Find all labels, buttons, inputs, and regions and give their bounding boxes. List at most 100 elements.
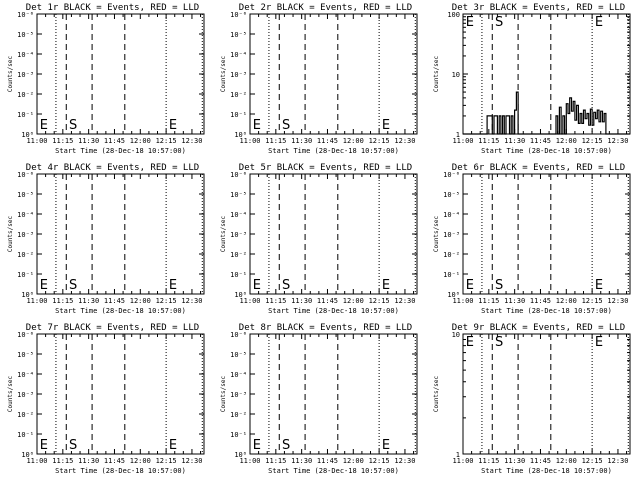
y-tick-label: 10⁻³ xyxy=(17,71,34,79)
x-tick-label: 11:45 xyxy=(317,457,338,465)
x-tick-label: 12:30 xyxy=(181,297,202,305)
y-tick-label: 10⁰ xyxy=(21,451,34,459)
y-tick-label: 10⁻³ xyxy=(230,71,247,79)
det-panel-1: Det 1r BLACK = Events, RED = LLD 10⁰ 10⁻¹ 1… xyxy=(0,0,213,160)
x-tick-label: 11:15 xyxy=(52,297,73,305)
panel-title: Det 3r BLACK = Events, RED = LLD xyxy=(452,3,625,13)
x-tick-label: 11:45 xyxy=(530,297,551,305)
x-tick-label: 11:45 xyxy=(530,137,551,145)
y-tick-label: 10⁻⁵ xyxy=(17,191,34,199)
axes-frame xyxy=(462,173,631,295)
x-tick-label: 11:00 xyxy=(452,137,473,145)
event-marker-s: S xyxy=(69,278,77,293)
x-tick-label: 12:00 xyxy=(556,137,577,145)
y-tick-label: 10⁻⁴ xyxy=(17,211,34,219)
y-tick-label: 10⁻⁶ xyxy=(230,171,247,179)
x-tick-label: 11:15 xyxy=(52,457,73,465)
x-axis-label: Start Time (28-Dec-18 10:57:00) xyxy=(55,307,186,315)
x-tick-label: 11:45 xyxy=(530,457,551,465)
det-panel-3: Det 3r BLACK = Events, RED = LLD 1 10 100 Co… xyxy=(426,0,639,160)
y-tick-label: 10⁻³ xyxy=(230,391,247,399)
event-marker-s: S xyxy=(282,118,290,133)
x-tick-label: 12:00 xyxy=(556,297,577,305)
x-tick-label: 12:00 xyxy=(130,457,151,465)
y-tick-label: 10⁻⁵ xyxy=(443,191,460,199)
det-plot-svg: Det 1r BLACK = Events, RED = LLD 10⁰ 10⁻¹ 1… xyxy=(7,3,205,155)
det-plot-svg: Det 4r BLACK = Events, RED = LLD 10⁰ 10⁻¹ 1… xyxy=(7,163,205,315)
y-tick-label: 10⁻⁶ xyxy=(17,11,34,19)
y-tick-label: 10⁻⁴ xyxy=(17,371,34,379)
event-marker-e: E xyxy=(382,278,390,293)
y-tick-label: 10⁻² xyxy=(17,251,34,259)
y-tick-label: 10⁰ xyxy=(234,291,247,299)
event-marker-e: E xyxy=(169,438,177,453)
y-tick-label: 10⁻³ xyxy=(230,231,247,239)
event-marker-s: S xyxy=(282,438,290,453)
x-tick-label: 12:30 xyxy=(394,137,415,145)
event-marker-e: E xyxy=(253,278,261,293)
x-tick-label: 11:15 xyxy=(265,297,286,305)
panel-title: Det 8r BLACK = Events, RED = LLD xyxy=(239,323,412,333)
x-tick-label: 12:30 xyxy=(181,137,202,145)
x-tick-label: 12:30 xyxy=(607,457,628,465)
event-marker-e: E xyxy=(253,438,261,453)
y-tick-label: 10⁻² xyxy=(230,91,247,99)
y-tick-label: 10⁰ xyxy=(447,291,460,299)
panel-title: Det 7r BLACK = Events, RED = LLD xyxy=(26,323,199,333)
y-tick-label: 10⁻⁴ xyxy=(230,51,247,59)
y-tick-label: 10⁻⁶ xyxy=(230,11,247,19)
event-marker-s: S xyxy=(282,278,290,293)
y-tick-label: 1 xyxy=(456,451,460,459)
x-tick-label: 11:45 xyxy=(104,297,125,305)
x-axis-label: Start Time (28-Dec-18 10:57:00) xyxy=(268,147,399,155)
y-tick-label: 10⁰ xyxy=(21,131,34,139)
x-tick-label: 12:00 xyxy=(556,457,577,465)
det-plot-svg: Det 2r BLACK = Events, RED = LLD 10⁰ 10⁻¹ 1… xyxy=(220,3,418,155)
y-axis-label: Counts/sec xyxy=(433,56,440,93)
x-tick-label: 11:30 xyxy=(291,457,312,465)
y-axis-label: Counts/sec xyxy=(433,376,440,413)
y-axis-label: Counts/sec xyxy=(7,56,14,93)
x-tick-label: 12:15 xyxy=(369,457,390,465)
x-tick-label: 12:15 xyxy=(582,137,603,145)
x-tick-label: 12:30 xyxy=(394,297,415,305)
det-panel-9: Det 9r BLACK = Events, RED = LLD 1 10 Count… xyxy=(426,320,639,480)
event-marker-e: E xyxy=(466,335,474,350)
x-axis-label: Start Time (28-Dec-18 10:57:00) xyxy=(268,467,399,475)
event-marker-s: S xyxy=(69,438,77,453)
panel-title: Det 2r BLACK = Events, RED = LLD xyxy=(239,3,412,13)
event-marker-e: E xyxy=(253,118,261,133)
x-tick-label: 11:45 xyxy=(317,137,338,145)
x-tick-label: 12:00 xyxy=(130,137,151,145)
x-tick-label: 11:30 xyxy=(78,457,99,465)
x-tick-label: 11:15 xyxy=(478,297,499,305)
y-tick-label: 10⁻² xyxy=(17,91,34,99)
x-tick-label: 12:30 xyxy=(607,297,628,305)
x-tick-label: 11:00 xyxy=(239,137,260,145)
y-tick-label: 10⁻⁵ xyxy=(230,191,247,199)
x-tick-label: 11:15 xyxy=(478,457,499,465)
axes-frame xyxy=(462,333,631,455)
y-tick-label: 10⁻¹ xyxy=(17,271,34,279)
x-tick-label: 11:45 xyxy=(104,457,125,465)
x-tick-label: 11:00 xyxy=(452,297,473,305)
axes-frame xyxy=(249,173,418,295)
y-tick-label: 10⁻² xyxy=(230,411,247,419)
x-tick-label: 11:30 xyxy=(504,457,525,465)
panel-title: Det 1r BLACK = Events, RED = LLD xyxy=(26,3,199,13)
y-axis-label: Counts/sec xyxy=(220,216,227,253)
x-tick-label: 12:30 xyxy=(181,457,202,465)
y-tick-label: 10⁻⁴ xyxy=(230,371,247,379)
y-tick-label: 10⁻² xyxy=(443,251,460,259)
y-axis-label: Counts/sec xyxy=(433,216,440,253)
y-tick-label: 10⁻⁴ xyxy=(230,211,247,219)
y-tick-label: 10⁻⁵ xyxy=(230,351,247,359)
y-axis-label: Counts/sec xyxy=(7,376,14,413)
x-tick-label: 11:30 xyxy=(78,297,99,305)
y-tick-label: 100 xyxy=(447,11,460,19)
det-panel-8: Det 8r BLACK = Events, RED = LLD 10⁰ 10⁻¹ 1… xyxy=(213,320,426,480)
y-tick-label: 10⁻⁶ xyxy=(17,331,34,339)
y-axis-label: Counts/sec xyxy=(7,216,14,253)
event-marker-e: E xyxy=(169,118,177,133)
det-plot-svg: Det 3r BLACK = Events, RED = LLD 1 10 100 Co… xyxy=(433,3,631,155)
